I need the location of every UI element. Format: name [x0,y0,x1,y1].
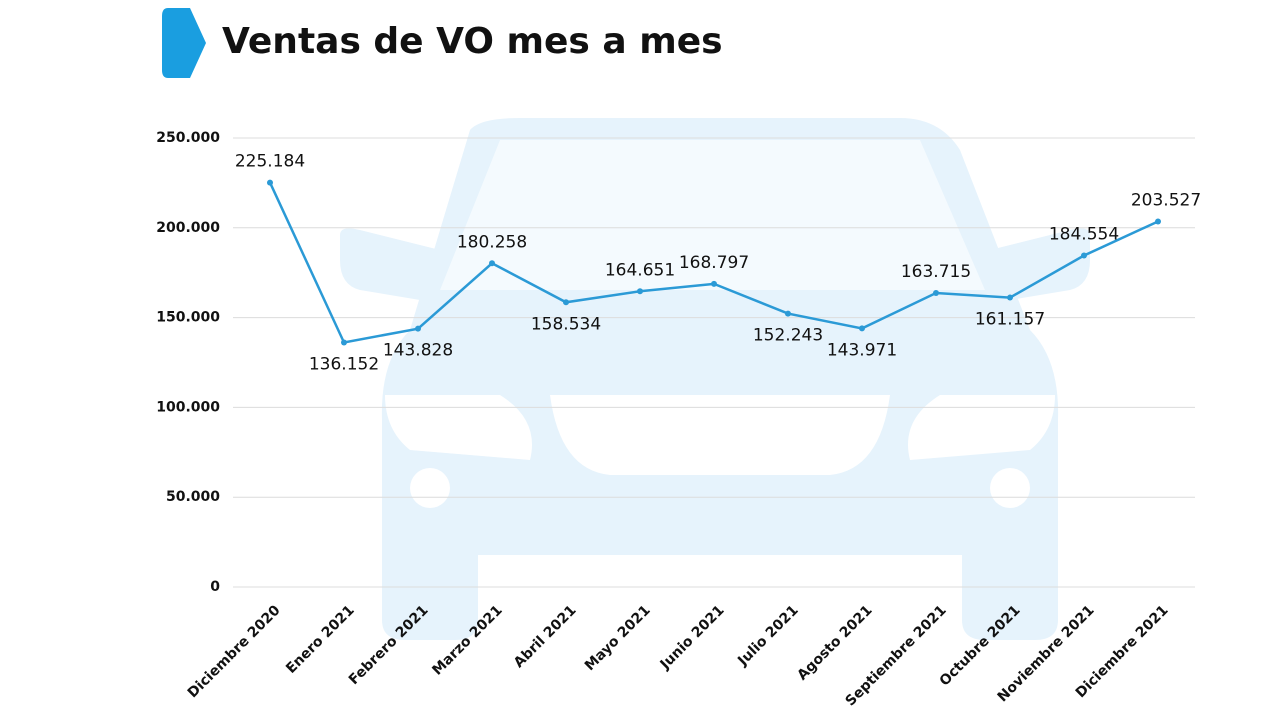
value-label: 161.157 [975,310,1045,330]
point [489,260,495,267]
title-icon [162,8,206,78]
point [341,339,347,346]
value-label: 168.797 [679,253,749,273]
x-tick-label: Abril 2021 [511,602,580,671]
point [415,325,421,332]
y-tick-label: 50.000 [166,489,220,505]
point [1081,252,1087,259]
point [1007,294,1013,301]
y-tick-label: 200.000 [156,220,220,236]
value-label: 143.828 [383,341,453,361]
point [859,325,865,332]
value-label: 203.527 [1131,190,1201,210]
chart-title: Ventas de VO mes a mes [222,21,723,62]
y-tick-label: 0 [210,579,220,595]
y-tick-label: 100.000 [156,399,220,415]
x-tick-label: Julio 2021 [734,602,801,669]
value-label: 163.715 [901,262,971,282]
x-tick-label: Enero 2021 [283,602,358,677]
point [637,288,643,295]
y-tick-label: 150.000 [156,310,220,326]
car-details [385,140,1055,508]
x-tick-label: Diciembre 2020 [185,602,284,701]
value-label: 164.651 [605,260,675,280]
point [785,310,791,317]
point [1155,218,1161,225]
value-label: 158.534 [531,314,601,334]
point [267,179,273,186]
x-tick-label: Mayo 2021 [582,602,654,674]
value-label: 152.243 [753,326,823,346]
value-label: 225.184 [235,152,305,172]
value-label: 184.554 [1049,225,1119,245]
value-label: 180.258 [457,232,527,252]
value-label: 143.971 [827,340,897,360]
value-label: 136.152 [309,354,379,374]
x-tick-label: Junio 2021 [657,602,728,673]
y-tick-label: 250.000 [156,130,220,146]
x-tick-label: Agosto 2021 [794,602,875,683]
point [563,299,569,306]
point [933,289,939,296]
point [711,280,717,287]
